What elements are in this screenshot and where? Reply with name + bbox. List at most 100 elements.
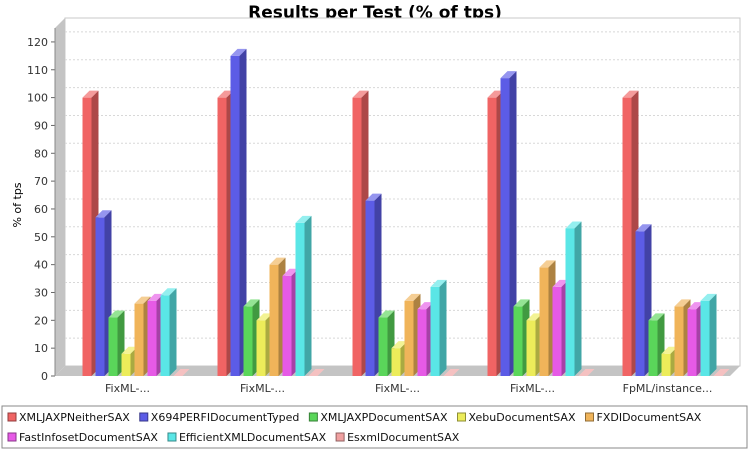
bar-front xyxy=(108,317,118,376)
y-tick-label: 50 xyxy=(34,231,48,244)
bar-top xyxy=(539,260,556,268)
bar xyxy=(443,369,460,376)
legend-swatch xyxy=(167,432,177,442)
legend-item: XebuDocumentSAX xyxy=(457,411,576,424)
bar-top xyxy=(565,221,582,229)
legend-swatch xyxy=(585,412,594,422)
bar-top xyxy=(391,341,408,349)
bar-front xyxy=(661,353,671,376)
bar-front xyxy=(539,267,549,376)
bar-front xyxy=(552,286,562,376)
legend-label: XMLJAXPNeitherSAX xyxy=(19,411,130,424)
bar-top xyxy=(487,90,504,98)
legend-swatch xyxy=(308,412,318,422)
legend-swatch xyxy=(139,412,149,422)
bar xyxy=(295,215,312,376)
bars-group xyxy=(82,48,730,377)
y-tick-label: 20 xyxy=(34,314,48,327)
bar-front xyxy=(365,200,375,376)
plot-side-wall xyxy=(55,18,65,376)
bar-front xyxy=(674,306,684,376)
bar-front xyxy=(230,55,240,377)
bar-front xyxy=(121,353,131,376)
legend-swatch xyxy=(335,432,345,442)
bar-front xyxy=(256,320,266,376)
bar-front xyxy=(565,228,575,376)
grid-lines xyxy=(65,31,740,339)
bar-top xyxy=(700,293,717,301)
bar-top xyxy=(430,279,447,287)
bar-top xyxy=(352,90,369,98)
x-tick-label: FixML-... xyxy=(105,382,150,395)
x-axis-labels: FixML-... FixML-... FixML-... FixML-... FpML… xyxy=(105,382,712,395)
bar xyxy=(230,48,247,377)
legend-item: EsxmlDocumentSAX xyxy=(335,431,460,444)
bar-front xyxy=(513,306,523,376)
bar-top xyxy=(404,293,421,301)
x-tick-label: FixML-... xyxy=(240,382,285,395)
legend-item: EfficientXMLDocumentSAX xyxy=(167,431,327,444)
bar-top xyxy=(147,293,164,301)
y-axis-ticks: 0 10 20 30 40 50 60 70 80 90 100 110 120 xyxy=(27,28,56,383)
bar-front xyxy=(635,231,645,376)
bar xyxy=(578,369,595,376)
bar-top xyxy=(513,299,530,307)
y-tick-label: 80 xyxy=(34,147,48,160)
bar-top xyxy=(308,369,325,376)
bar-front xyxy=(95,217,105,376)
bar-top xyxy=(82,90,99,98)
x-tick-label: FixML-... xyxy=(375,382,420,395)
bar-front xyxy=(404,300,414,376)
legend-label: EfficientXMLDocumentSAX xyxy=(179,431,327,444)
bar-side xyxy=(509,71,517,376)
y-tick-label: 120 xyxy=(27,36,48,49)
legend-label: EsxmlDocumentSAX xyxy=(347,431,460,444)
bar-top xyxy=(217,90,234,98)
bar-front xyxy=(352,97,362,376)
y-tick-label: 110 xyxy=(27,64,48,77)
bar xyxy=(700,293,717,376)
bar-top xyxy=(661,346,678,354)
bar xyxy=(308,369,325,376)
bar-top xyxy=(648,313,665,321)
legend-label: FastInfosetDocumentSAX xyxy=(19,431,158,444)
bar-top xyxy=(635,224,652,232)
bar-front xyxy=(648,320,658,376)
y-tick-label: 100 xyxy=(27,92,48,105)
bar-front xyxy=(622,97,632,376)
bar-front xyxy=(217,97,227,376)
bar-side xyxy=(709,293,717,376)
bar xyxy=(160,288,177,376)
bar-top xyxy=(378,310,395,318)
bar-top xyxy=(230,48,247,56)
y-tick-label: 30 xyxy=(34,286,48,299)
bar-top xyxy=(173,369,190,376)
bar-top xyxy=(713,369,730,376)
bar-top xyxy=(160,288,177,296)
bar-front xyxy=(160,295,170,376)
bar xyxy=(713,369,730,376)
bar-top xyxy=(95,210,112,218)
legend-label: XebuDocumentSAX xyxy=(469,411,576,424)
y-tick-label: 0 xyxy=(41,370,48,383)
y-axis-label: % of tps xyxy=(11,182,24,227)
bar-front xyxy=(700,300,710,376)
bar-front xyxy=(487,97,497,376)
bar-top xyxy=(121,346,138,354)
bar xyxy=(500,71,517,376)
bar-top xyxy=(674,299,691,307)
legend-item: FastInfosetDocumentSAX xyxy=(7,431,158,444)
bar-front xyxy=(378,317,388,376)
bar-top xyxy=(269,257,286,265)
bar-top xyxy=(134,296,151,304)
x-tick-label: FpML/instance... xyxy=(623,382,713,395)
bar-side xyxy=(304,215,312,376)
legend-item: FXDIDocumentSAX xyxy=(585,411,702,424)
bar-side xyxy=(574,221,582,376)
bar-front xyxy=(500,78,510,376)
bar-top xyxy=(526,313,543,321)
bar-front xyxy=(282,275,292,376)
bar-top xyxy=(108,310,125,318)
